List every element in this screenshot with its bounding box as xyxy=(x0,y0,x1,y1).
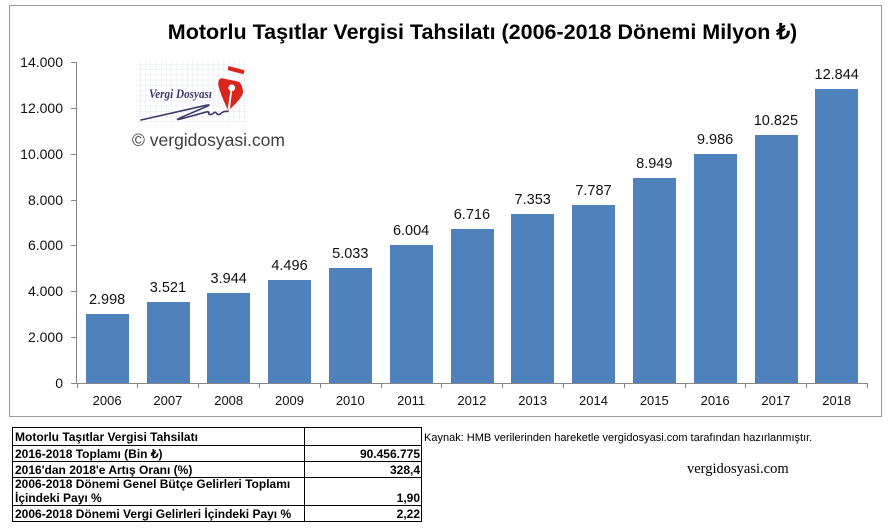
svg-text:Vergi Dosyası: Vergi Dosyası xyxy=(149,86,212,101)
